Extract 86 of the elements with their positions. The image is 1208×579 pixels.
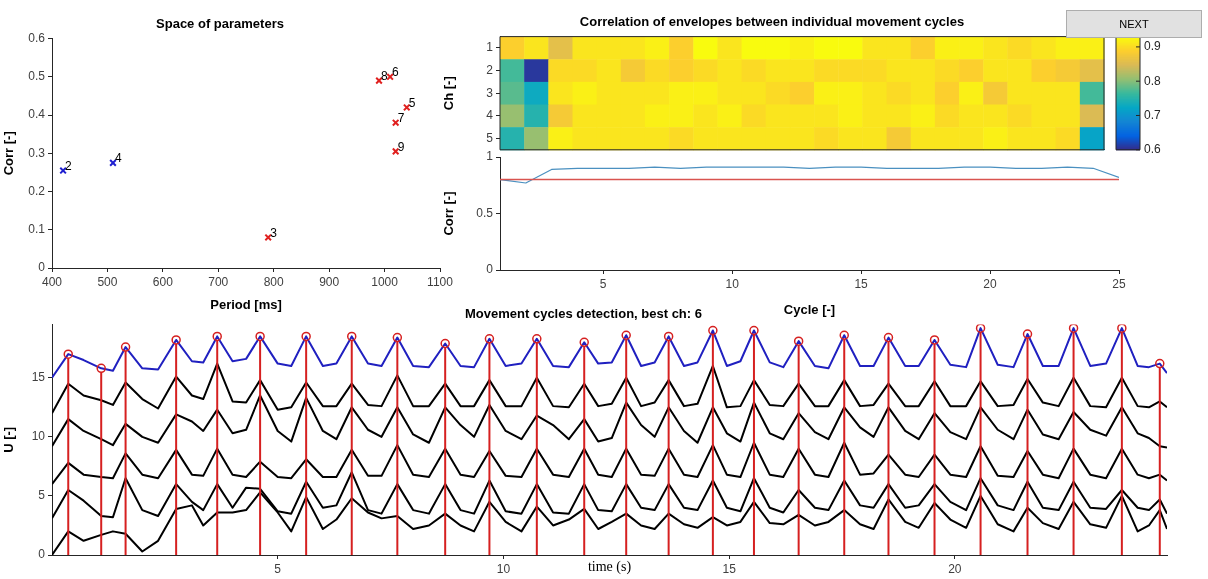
point — [708, 325, 718, 336]
x-tick-label: 400 — [41, 274, 63, 289]
y-tick-label: 5 — [38, 488, 46, 503]
point — [883, 332, 894, 343]
point — [663, 331, 674, 342]
x-axis-title: Cycle [-] — [783, 301, 836, 317]
x-tick-label: 5 — [274, 561, 282, 576]
y-tick-label: 10 — [31, 429, 46, 444]
y-tick-label: 0 — [486, 262, 494, 277]
annotation: 6 — [392, 65, 400, 80]
y-tick-label: 0.3 — [28, 145, 46, 160]
y-axis-title: Ch [-] — [441, 76, 457, 111]
y-tick-label: 1 — [486, 149, 494, 164]
x-tick-label: 1100 — [427, 274, 454, 289]
y-tick-label: 0 — [38, 547, 46, 562]
point — [484, 334, 495, 344]
x-tick-label: 5 — [599, 276, 607, 291]
y-tick-label: 0.5 — [476, 205, 494, 220]
color-bar-label: 0.6 — [1144, 142, 1162, 157]
x-tick-label: 500 — [97, 274, 118, 289]
point — [171, 335, 181, 345]
x-tick-label: 10 — [496, 561, 511, 576]
y-tick-label: 0.6 — [28, 30, 46, 45]
color-bar-label: 0.9 — [1144, 39, 1162, 54]
chart-title: Space of parameters — [156, 16, 284, 32]
point — [346, 331, 357, 342]
point — [1117, 324, 1127, 333]
annotation: 8 — [381, 68, 389, 83]
x-tick-label: 15 — [854, 276, 869, 291]
annotation: 9 — [397, 139, 405, 154]
annotation: 4 — [114, 151, 122, 166]
point — [440, 338, 450, 349]
point — [532, 334, 542, 344]
chart-title: Movement cycles detection, best ch: 6 — [465, 306, 702, 322]
y-tick-label: 0.5 — [28, 69, 46, 84]
x-tick-label: 600 — [152, 274, 174, 289]
x-tick-label: 700 — [208, 274, 229, 289]
y-tick-label: 0 — [38, 260, 46, 275]
point — [392, 332, 403, 343]
point — [1022, 329, 1033, 339]
y-tick-label: 1 — [486, 40, 494, 55]
annotation: 7 — [397, 111, 405, 126]
x-tick-label: 10 — [725, 276, 740, 291]
x-axis-title: Period [ms] — [210, 296, 282, 312]
y-axis-title: U [-] — [1, 426, 17, 453]
x-tick-label: 20 — [948, 561, 962, 576]
chart-title: Correlation of envelopes between individual movement cycles — [579, 14, 965, 30]
y-tick-label: 2 — [486, 62, 494, 77]
point — [391, 118, 400, 127]
y-tick-label: 5 — [486, 130, 494, 145]
point — [1068, 324, 1079, 333]
x-tick-label: 1000 — [371, 274, 399, 289]
point — [120, 342, 131, 352]
y-tick-label: 3 — [486, 85, 494, 100]
annotation: 5 — [408, 95, 416, 110]
point — [579, 337, 589, 348]
annotation: 3 — [270, 225, 278, 240]
color-bar-label: 0.7 — [1144, 107, 1162, 122]
point — [839, 330, 849, 340]
y-tick-label: 0.2 — [28, 183, 46, 198]
point — [212, 331, 222, 342]
point — [63, 349, 73, 359]
x-tick-label: 15 — [722, 561, 737, 576]
point — [793, 336, 804, 346]
y-tick-label: 4 — [486, 108, 494, 123]
y-tick-label: 0.4 — [28, 107, 46, 122]
y-tick-label: 0.1 — [28, 222, 46, 237]
x-tick-label: 20 — [983, 276, 998, 291]
point — [301, 331, 311, 342]
color-bar-label: 0.8 — [1144, 73, 1162, 88]
x-tick-label: 25 — [1112, 276, 1126, 291]
point — [621, 330, 631, 340]
point — [255, 331, 265, 342]
y-axis-title: Corr [-] — [441, 191, 457, 236]
point — [929, 335, 940, 345]
y-tick-label: 15 — [31, 370, 46, 385]
point — [975, 324, 986, 333]
x-tick-label: 900 — [319, 274, 340, 289]
y-axis-title: Corr [-] — [1, 131, 17, 176]
x-axis-title: time (s) — [587, 558, 632, 575]
point — [96, 363, 106, 374]
x-tick-label: 800 — [263, 274, 285, 289]
point — [1155, 358, 1165, 369]
next-button[interactable]: NEXT — [1066, 10, 1202, 38]
annotation: 2 — [65, 158, 73, 173]
point — [749, 325, 759, 336]
